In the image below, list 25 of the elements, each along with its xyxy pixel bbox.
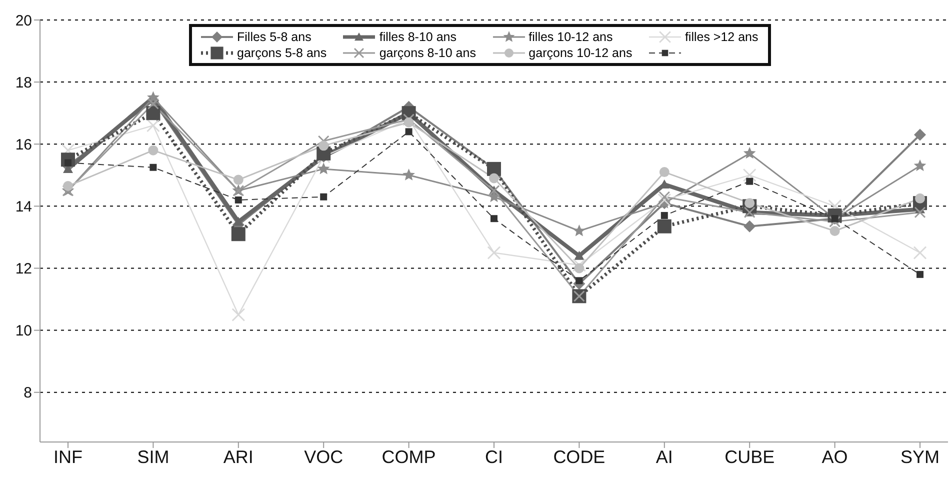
legend-label: filles 10-12 ans <box>528 30 613 44</box>
y-tick-label: 12 <box>15 260 32 278</box>
y-tick-label: 14 <box>15 198 32 216</box>
x-tick-label: CI <box>485 446 503 467</box>
legend-label: garçons 5-8 ans <box>237 46 327 60</box>
y-tick-label: 20 <box>15 12 32 30</box>
x-tick-label: VOC <box>304 446 344 467</box>
y-tick-label: 18 <box>15 74 32 92</box>
x-tick-label: ARI <box>223 446 254 467</box>
x-tick-label: CUBE <box>724 446 775 467</box>
legend-label: Filles 5-8 ans <box>237 30 312 44</box>
x-tick-label: CODE <box>553 446 606 467</box>
legend-label: filles 8-10 ans <box>379 30 456 44</box>
x-tick-label: SIM <box>137 446 170 467</box>
x-tick-label: AI <box>656 446 673 467</box>
y-tick-label: 10 <box>15 322 32 340</box>
legend-label: filles >12 ans <box>684 30 758 44</box>
y-tick-label: 16 <box>15 136 32 154</box>
x-tick-label: COMP <box>382 446 436 467</box>
legend-label: garçons 8-10 ans <box>379 46 476 60</box>
x-tick-label: AO <box>822 446 848 467</box>
x-tick-label: INF <box>54 446 82 467</box>
legend-label: garçons 10-12 ans <box>528 46 632 60</box>
y-tick-label: 8 <box>24 384 32 402</box>
x-tick-label: SYM <box>900 446 940 467</box>
